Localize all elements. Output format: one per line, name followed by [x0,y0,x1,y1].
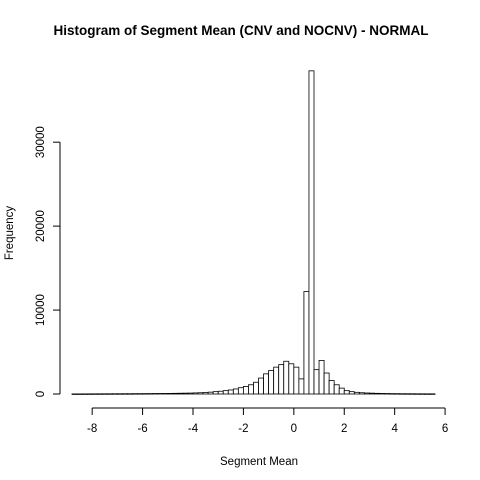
histogram-bar [142,393,149,395]
histogram-bar [338,387,345,395]
y-axis: 0 10000 20000 30000 [35,126,61,397]
histogram-bar [394,393,401,395]
histogram-bar [116,393,123,395]
histogram-bar [263,373,270,395]
histogram-bar [71,393,78,395]
histogram-bar [298,378,305,395]
y-tick-label: 20000 [35,210,47,242]
histogram-bar [86,393,93,395]
histogram-bar [353,391,360,395]
x-tick-label: -4 [188,423,199,435]
histogram-bar [132,393,138,395]
histogram-bar [283,360,290,395]
histogram-bar [212,391,219,395]
x-axis-label: Segment Mean [220,456,298,468]
histogram-bar [162,393,169,395]
histogram-bar [273,366,280,395]
histogram-bar [248,384,254,395]
y-tick-label: 0 [35,391,47,397]
histogram-bar [414,393,421,395]
histogram-bar [409,393,416,395]
histogram-bar [232,388,239,395]
x-tick-label: 6 [442,423,448,435]
x-tick-label: 4 [391,423,398,435]
chart-title: Histogram of Segment Mean (CNV and NOCNV… [53,23,428,38]
x-tick-label: 0 [291,423,297,435]
x-tick-label: 2 [341,423,347,435]
histogram-bar [429,393,436,395]
histogram-bar [358,392,365,395]
histogram-bar [364,392,370,395]
histogram-bar [91,393,98,395]
histogram-bar [313,369,320,395]
histogram-bar [308,70,315,395]
histogram-bar [384,393,391,395]
x-tick-label: -8 [87,423,97,435]
histogram-bar [101,393,108,395]
bars-group [71,70,436,395]
histogram-bar [399,393,406,395]
histogram-bar [137,393,143,395]
histogram-bar [389,393,396,395]
histogram-bar [152,393,159,395]
histogram-bar [424,393,431,395]
histogram-bar [348,391,355,395]
x-axis: -8 -6 -4 -2 0 2 4 6 [87,407,448,435]
histogram-bar [127,393,133,395]
histogram-bar [182,392,189,395]
histogram-bar [222,390,229,395]
y-tick-label: 30000 [35,126,47,158]
histogram-bar [147,393,154,395]
histogram-bar [207,391,214,395]
histogram-bar [374,392,380,395]
histogram-bar [419,393,426,395]
y-tick-label: 10000 [35,294,47,326]
histogram-bar [323,372,330,395]
histogram-bar [227,389,234,395]
x-tick-label: -6 [137,423,147,435]
histogram-bar [197,392,204,395]
histogram-bar [343,390,350,395]
histogram-bar [172,392,179,395]
histogram-bar [157,393,164,395]
histogram-bar [192,392,199,395]
x-tick-label: -2 [238,423,248,435]
histogram-bar [293,366,300,395]
histogram-bar [243,386,249,395]
histogram-bar [76,393,83,395]
histogram-bar [318,360,325,395]
histogram-bar [404,393,411,395]
histogram-bar [81,393,88,395]
histogram-bar [253,381,259,395]
histogram-bar [288,363,295,395]
histogram-bar [303,291,310,395]
histogram-bar [96,393,103,395]
histogram-bar [106,393,113,395]
histogram-bar [328,380,335,395]
histogram-bar [278,364,285,395]
histogram-bar [379,393,385,395]
histogram-bar [167,393,174,395]
histogram-bar [217,390,224,395]
histogram-bar [258,377,264,395]
y-axis-label: Frequency [4,206,16,261]
histogram-bar [187,392,194,395]
histogram-bar [111,393,118,395]
histogram-bar [177,392,184,395]
histogram-bar [237,387,244,395]
histogram-bar [268,370,275,395]
histogram-bar [333,384,340,395]
histogram-bar [369,392,375,395]
histogram-bar [202,392,209,395]
histogram-bar [122,393,128,395]
